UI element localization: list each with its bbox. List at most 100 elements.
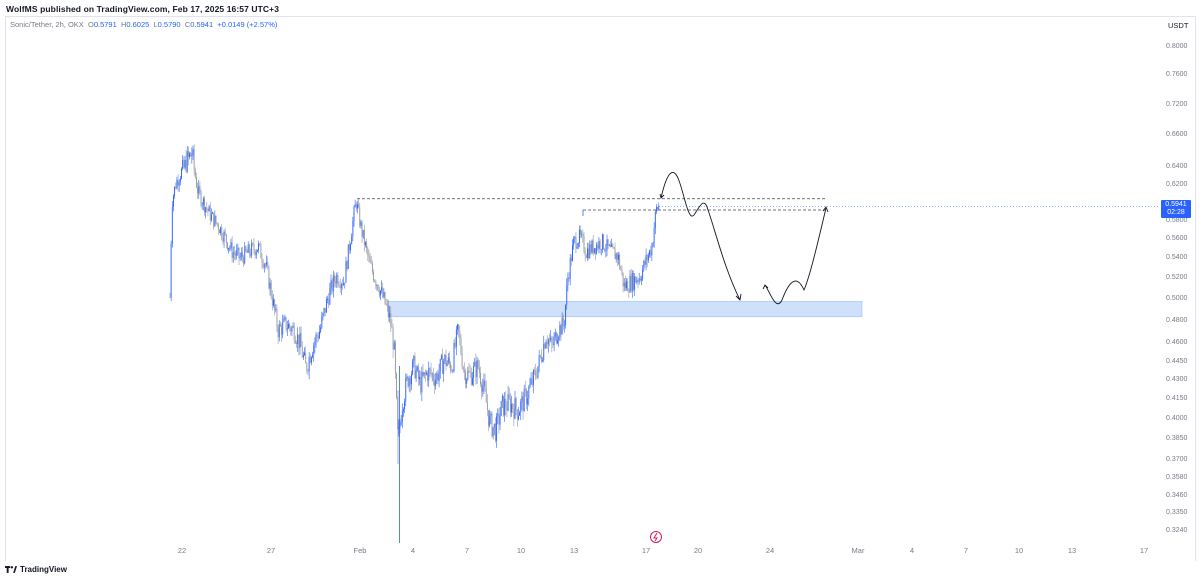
candle-body — [255, 251, 257, 256]
demand-zone[interactable] — [387, 301, 863, 318]
candle-body — [507, 394, 509, 411]
candle-body — [628, 291, 630, 293]
candle-body — [490, 413, 492, 416]
arrowhead-icon — [659, 193, 665, 199]
candle-body — [422, 371, 424, 376]
candle-body — [260, 243, 262, 259]
candle-body — [519, 412, 521, 416]
candle-body — [254, 250, 256, 256]
low-label: L — [153, 20, 158, 29]
candle-body — [504, 398, 506, 416]
candle-body — [244, 246, 246, 264]
candle-body — [550, 337, 552, 341]
candle-body — [405, 378, 407, 402]
candle-body — [277, 327, 279, 338]
high-value: 0.6025 — [126, 20, 150, 29]
candle-body — [483, 380, 485, 387]
candle-body — [355, 204, 357, 209]
candle-body — [434, 380, 435, 386]
candle-body — [513, 409, 515, 419]
candle-body — [535, 370, 537, 376]
candle-body — [522, 396, 524, 412]
candle-body — [613, 247, 615, 249]
symbol-name[interactable]: Sonic/Tether, 2h, OKX — [10, 20, 84, 29]
candle-body — [499, 415, 501, 425]
candle-body — [423, 372, 425, 376]
candle-body — [531, 378, 533, 385]
candle-body — [599, 241, 601, 250]
candle-body — [582, 233, 584, 237]
projected-path-arrow[interactable] — [660, 172, 741, 301]
candle-body — [336, 274, 338, 284]
candle-body — [656, 207, 657, 212]
candle-body — [184, 159, 186, 168]
candle-body — [495, 423, 496, 441]
candle-body — [511, 403, 512, 413]
price-tick-label: 0.5800 — [1166, 217, 1188, 224]
candle-body — [171, 206, 173, 244]
candle-body — [275, 308, 277, 310]
candle-body — [445, 354, 447, 367]
candle-body — [301, 346, 303, 358]
candle-body — [534, 370, 535, 372]
time-tick-label: 7 — [964, 546, 968, 555]
candle-body — [345, 261, 347, 283]
footer-brand[interactable]: TradingView — [5, 565, 67, 574]
time-tick-label: 7 — [465, 546, 469, 555]
candle-body — [491, 413, 493, 437]
candle-body — [262, 262, 264, 268]
projected-path-arrow[interactable] — [764, 207, 827, 305]
candle-body — [518, 415, 519, 420]
candle-body — [561, 317, 563, 335]
candle-body — [352, 221, 354, 237]
candle-body — [240, 252, 242, 257]
candle-body — [438, 371, 440, 381]
candle-body — [516, 409, 518, 420]
candle-body — [465, 371, 466, 384]
candle-body — [451, 370, 453, 372]
candle-body — [213, 212, 215, 227]
candle-body — [472, 377, 473, 385]
candle-body — [478, 367, 480, 374]
price-tick-label: 0.3460 — [1166, 492, 1188, 499]
candle-body — [481, 384, 483, 392]
candle-body — [492, 426, 494, 437]
candle-body — [647, 255, 649, 261]
candle-body — [222, 237, 224, 242]
candle-body — [378, 290, 380, 296]
candle-body — [486, 402, 488, 411]
candle-body — [596, 244, 598, 254]
current-price-badge: 0.5941 02:28 — [1161, 200, 1191, 218]
candle-body — [603, 234, 604, 249]
chart-frame[interactable] — [5, 16, 1196, 561]
candle-body — [412, 360, 414, 375]
price-tick-label: 0.6400 — [1166, 163, 1188, 170]
candle-body — [307, 371, 309, 372]
candle-body — [493, 423, 495, 427]
currency-label[interactable]: USDT — [1168, 21, 1189, 30]
candle-body — [404, 401, 406, 410]
candle-body — [314, 341, 316, 346]
candle-body — [430, 369, 432, 375]
flash-event-icon[interactable] — [650, 531, 662, 543]
candle-body — [417, 366, 419, 380]
candle-body — [580, 229, 581, 235]
candle-body — [278, 324, 280, 338]
candle-body — [185, 159, 187, 172]
candle-body — [566, 285, 568, 306]
candle-body — [368, 255, 370, 257]
candle-body — [620, 267, 622, 271]
price-tick-label: 0.5400 — [1166, 254, 1188, 261]
candle-body — [362, 229, 364, 237]
candle-body — [559, 325, 561, 338]
candle-body — [192, 149, 194, 156]
candle-body — [588, 248, 590, 258]
candle-body — [449, 357, 450, 364]
candle-body — [183, 159, 185, 168]
candle-body — [347, 244, 349, 270]
candle-body — [373, 271, 374, 281]
candle-body — [305, 352, 307, 364]
candle-body — [615, 253, 617, 260]
candle-body — [360, 221, 362, 226]
